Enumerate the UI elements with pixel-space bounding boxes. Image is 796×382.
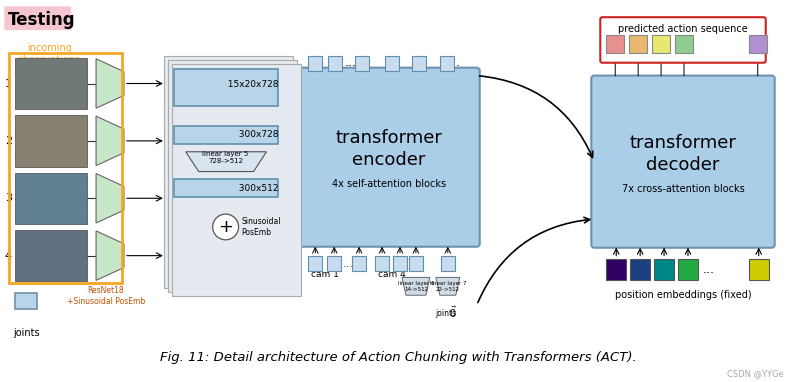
Text: ...: ... [702, 37, 714, 50]
Text: +: + [218, 218, 233, 236]
FancyBboxPatch shape [299, 68, 480, 247]
Text: Fig. 11: Detail architecture of Action Chunking with Transformers (ACT).: Fig. 11: Detail architecture of Action C… [160, 351, 636, 364]
Bar [393, 256, 407, 272]
Text: ...: ... [703, 263, 715, 276]
Text: linear layer 7
22->512: linear layer 7 22->512 [430, 281, 466, 292]
FancyBboxPatch shape [600, 17, 766, 63]
Bar [15, 115, 87, 167]
Bar [174, 69, 279, 106]
Text: 15x20x728: 15x20x728 [222, 80, 279, 89]
Text: linear layer 6
14->512: linear layer 6 14->512 [398, 281, 434, 292]
Text: 3: 3 [5, 193, 12, 203]
FancyBboxPatch shape [591, 76, 775, 248]
Text: predicted action sequence: predicted action sequence [618, 24, 748, 34]
Bar [375, 256, 389, 272]
Text: ...: ... [344, 56, 356, 69]
Text: incoming
observations: incoming observations [18, 43, 80, 65]
Bar [308, 256, 322, 272]
Bar [629, 35, 647, 53]
Bar [385, 56, 399, 71]
Text: cam 4: cam 4 [378, 270, 406, 279]
Bar [749, 259, 769, 280]
Polygon shape [96, 173, 124, 223]
Bar [172, 64, 302, 296]
Text: Testing: Testing [9, 11, 76, 29]
Bar [15, 173, 87, 224]
Bar [355, 56, 369, 71]
FancyBboxPatch shape [5, 6, 71, 30]
Bar [174, 180, 279, 197]
Bar [440, 56, 454, 71]
Bar [352, 256, 366, 272]
Bar [15, 58, 87, 109]
Bar [652, 35, 670, 53]
Text: CSDN @YYGe: CSDN @YYGe [727, 369, 783, 379]
Bar [10, 53, 122, 283]
Bar [168, 60, 298, 292]
Bar [409, 256, 423, 272]
Text: 2: 2 [5, 136, 12, 146]
Bar [675, 35, 693, 53]
Text: linear layer 5
728->512: linear layer 5 728->512 [202, 151, 248, 164]
Text: joints: joints [435, 309, 456, 318]
Bar [607, 35, 624, 53]
Polygon shape [436, 277, 460, 295]
Text: 4: 4 [5, 251, 12, 261]
Text: 300x728: 300x728 [233, 130, 279, 139]
Bar [412, 56, 426, 71]
Text: $\vec{0}$: $\vec{0}$ [449, 305, 457, 320]
Bar [441, 256, 455, 272]
Text: ...: ... [343, 259, 353, 269]
Text: ResNet18
+Sinusoidal PosEmb: ResNet18 +Sinusoidal PosEmb [67, 286, 145, 306]
Bar [749, 35, 767, 53]
Bar [174, 126, 279, 144]
Bar [328, 56, 342, 71]
Bar [15, 293, 37, 309]
Text: ...: ... [449, 56, 461, 69]
Polygon shape [96, 231, 124, 280]
Bar [607, 259, 626, 280]
Text: Sinusoidal
PosEmb: Sinusoidal PosEmb [241, 217, 281, 237]
Text: flatten: flatten [211, 110, 240, 119]
Text: cam 1: cam 1 [311, 270, 339, 279]
Text: 1: 1 [5, 79, 12, 89]
Bar [327, 256, 341, 272]
Bar [164, 56, 294, 288]
Text: transformer
decoder: transformer decoder [630, 134, 736, 174]
Text: joints: joints [13, 328, 40, 338]
Bar [678, 259, 698, 280]
Bar [308, 56, 322, 71]
Polygon shape [96, 59, 124, 108]
Bar [15, 230, 87, 282]
Text: 4x self-attention blocks: 4x self-attention blocks [332, 180, 446, 189]
Text: 300x512: 300x512 [233, 184, 279, 193]
Text: position embeddings (fixed): position embeddings (fixed) [615, 290, 751, 300]
Polygon shape [185, 152, 267, 172]
Bar [630, 259, 650, 280]
Text: 7x cross-attention blocks: 7x cross-attention blocks [622, 185, 744, 194]
Circle shape [213, 214, 239, 240]
Bar [654, 259, 674, 280]
Text: transformer
encoder: transformer encoder [336, 129, 443, 169]
Polygon shape [96, 116, 124, 166]
Polygon shape [402, 277, 430, 295]
